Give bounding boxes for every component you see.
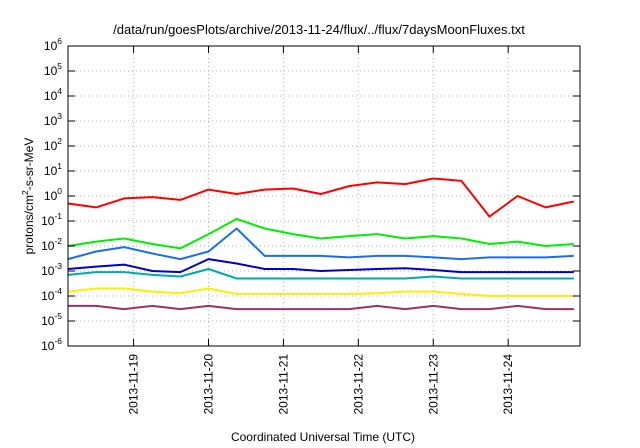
y-tick-label: 10-2 [41, 236, 62, 253]
y-tick-label: 10-1 [41, 211, 62, 228]
y-tick-label: 10-5 [41, 311, 62, 328]
y-tick-label: 10-6 [41, 336, 62, 353]
x-axis-label: Coordinated Universal Time (UTC) [231, 430, 415, 444]
series-line-3 [67, 227, 574, 261]
x-tick-label: 2013-11-22 [351, 354, 365, 415]
x-tick-label: 2013-11-23 [426, 354, 440, 415]
y-axis-label: protons/cm2-s-sr-MeV [20, 138, 36, 255]
grid-lines [68, 46, 580, 346]
series-line-5 [67, 268, 574, 280]
axes-ticks: 10-6 10-5 10-4 10-3 10-2 10-1 100 101 102 103 104 1… [41, 36, 580, 415]
y-tick-label: 101 [44, 161, 62, 178]
series-line-4 [67, 258, 574, 274]
x-tick-label: 2013-11-21 [276, 354, 290, 415]
x-tick-label: 2013-11-24 [501, 354, 515, 415]
y-tick-label: 10-4 [41, 286, 62, 303]
series-line-1 [67, 177, 575, 218]
y-tick-label: 100 [44, 186, 62, 203]
chart-title: /data/run/goesPlots/archive/2013-11-24/f… [113, 22, 525, 37]
series-lines [67, 177, 575, 311]
series-line-6 [67, 287, 574, 297]
y-tick-label: 104 [44, 86, 62, 103]
x-tick-label: 2013-11-20 [201, 354, 215, 415]
series-line-7 [68, 304, 574, 311]
y-tick-label: 106 [44, 36, 62, 53]
series-line-2 [67, 218, 574, 250]
y-tick-label: 102 [44, 136, 62, 153]
y-tick-label: 105 [44, 61, 62, 78]
y-tick-label: 10-3 [41, 261, 62, 278]
y-tick-label: 103 [44, 111, 62, 128]
x-tick-label: 2013-11-19 [127, 354, 141, 415]
